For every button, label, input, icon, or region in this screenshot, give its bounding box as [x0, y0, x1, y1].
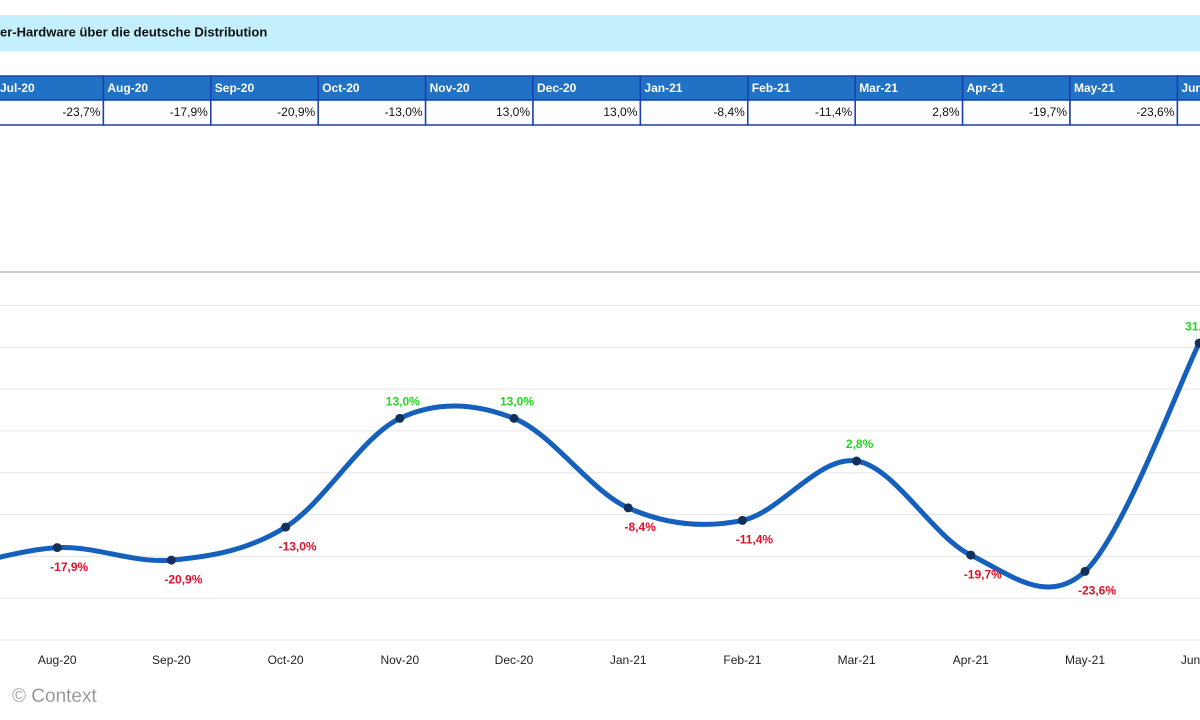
table-header-cell — [317, 75, 427, 101]
point — [852, 456, 862, 466]
table-value-cell — [1176, 99, 1200, 126]
table-header-cell — [961, 75, 1071, 101]
table-value-text: -13,0% — [385, 105, 423, 119]
x-tick-label: Sep-20 — [152, 653, 191, 667]
table-header-text: Aug-20 — [107, 81, 148, 95]
table-value-cell — [317, 99, 427, 126]
table-value-cell — [854, 99, 964, 126]
data-label: -11,4% — [736, 533, 774, 547]
x-tick-label: Dec-20 — [495, 653, 534, 667]
point — [1080, 566, 1090, 576]
table-header-text: Sep-20 — [215, 81, 255, 95]
x-tick-label: May-21 — [1065, 653, 1105, 667]
table-value-cell — [1069, 99, 1179, 126]
table-header-text: Feb-21 — [752, 81, 791, 95]
table-value-cell — [639, 99, 749, 126]
data-label: -17,9% — [50, 560, 88, 574]
table-header-text: May-21 — [1074, 81, 1115, 95]
x-tick-label: Feb-21 — [723, 653, 761, 667]
table-value-cell — [424, 99, 534, 126]
table-header-cell — [639, 75, 749, 101]
table-value-cell — [532, 99, 642, 126]
table-value-cell — [210, 99, 319, 126]
table-value-text: -23,6% — [1136, 105, 1174, 119]
point — [623, 503, 633, 513]
source: © Context — [12, 686, 97, 707]
table-value-text: 13,0% — [496, 105, 530, 119]
data-label: -23,6% — [1078, 584, 1116, 598]
table-header-cell — [0, 75, 105, 101]
table-value-text: 2,8% — [932, 105, 960, 119]
table-header-cell — [854, 75, 964, 101]
data-label: 31,0% — [1185, 319, 1200, 333]
point — [737, 515, 747, 525]
table-value-text: -19,7% — [1029, 105, 1067, 119]
x-tick-label: Jun-21 — [1181, 653, 1200, 667]
chart-title: er-Hardware über die deutsche Distributi… — [0, 24, 267, 39]
table-header-text: Dec-20 — [537, 81, 577, 95]
point — [509, 413, 519, 423]
table-value-text: -11,4% — [815, 105, 852, 119]
x-tick-label: Nov-20 — [380, 653, 419, 667]
table-value-cell — [747, 99, 856, 126]
table-header-text: Jun-21 — [1181, 81, 1200, 95]
x-tick-label: Apr-21 — [953, 653, 989, 667]
table-header-cell — [210, 75, 319, 101]
table-value-text: -23,7% — [62, 105, 100, 119]
x-tick-label: Oct-20 — [268, 653, 304, 667]
table-header-text: Jan-21 — [644, 81, 682, 95]
point — [52, 543, 62, 553]
point — [966, 550, 976, 560]
table-header-text: Jul-20 — [0, 81, 35, 95]
point — [281, 522, 291, 532]
table-value-text: -17,9% — [170, 105, 208, 119]
table-header-text: Oct-20 — [322, 81, 360, 95]
table-header-cell — [1176, 75, 1200, 101]
table-value-text: -8,4% — [713, 105, 745, 119]
data-label: 13,0% — [500, 395, 534, 409]
data-label: 2,8% — [846, 437, 874, 451]
point — [166, 555, 176, 565]
title-bar — [0, 15, 1200, 51]
line — [0, 341, 1200, 590]
data-label: -19,7% — [964, 567, 1002, 581]
table-value-text: 13,0% — [603, 105, 637, 119]
table-header-text: Apr-21 — [967, 81, 1005, 95]
data-label: 13,0% — [386, 395, 420, 409]
x-tick-label: Mar-21 — [838, 653, 876, 667]
table-header-text: Nov-20 — [430, 81, 470, 95]
data-label: -13,0% — [279, 539, 317, 553]
table-value-text: -20,9% — [277, 105, 315, 119]
x-tick-label: Aug-20 — [38, 653, 77, 667]
point — [395, 413, 405, 423]
data-label: -8,4% — [625, 520, 657, 534]
point — [1194, 338, 1200, 348]
table-header-text: Mar-21 — [859, 81, 898, 95]
data-label: -20,9% — [164, 572, 202, 586]
x-tick-label: Jan-21 — [610, 653, 647, 667]
